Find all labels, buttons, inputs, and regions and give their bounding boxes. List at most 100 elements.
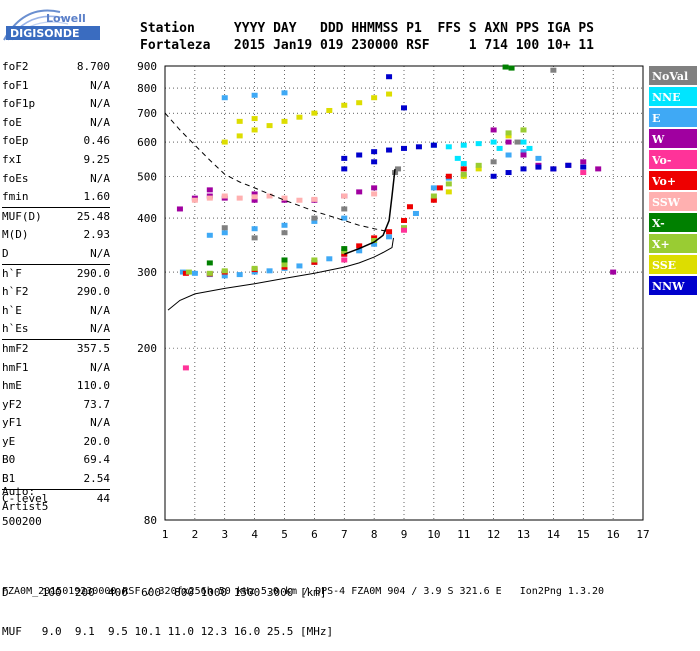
- param-value: 290.0: [76, 285, 110, 299]
- header-labels-cell: FFS: [437, 21, 469, 36]
- data-point: [430, 185, 437, 191]
- data-point: [206, 195, 213, 201]
- data-point: [430, 197, 437, 203]
- param-row: foF1p N/A: [2, 95, 110, 114]
- data-point: [520, 127, 527, 133]
- legend-entry: W: [649, 129, 697, 150]
- x-tick-label: 8: [371, 528, 378, 541]
- data-point: [430, 142, 437, 148]
- lowell-digisonde-logo: Lowell DIGISONDE: [0, 0, 110, 50]
- param-row: foF2 8.700: [2, 58, 110, 77]
- param-value: 73.7: [83, 397, 111, 411]
- param-separator: [2, 488, 110, 490]
- muf-table: D 100 200 400 600 800 1000 1500 3000 [km…: [2, 560, 333, 651]
- data-point: [326, 256, 333, 262]
- data-point: [341, 257, 348, 263]
- legend-entry: E: [649, 108, 697, 129]
- legend-entry: Vo+: [649, 171, 697, 192]
- data-point: [281, 257, 288, 263]
- header-values-cell: RSF: [406, 38, 438, 53]
- data-point: [401, 145, 407, 151]
- header-values-cell: Fortaleza: [140, 38, 234, 53]
- param-row: M(D) 2.93: [2, 226, 110, 245]
- y-tick-label: 500: [137, 170, 157, 183]
- x-tick-label: 13: [517, 528, 530, 541]
- parameter-table: foF2 8.700 foF1 N/A foF1p N/A foE N/A foEp 0.46 fx…: [2, 58, 110, 508]
- param-row: foEp 0.46: [2, 132, 110, 151]
- param-value: 0.46: [83, 134, 111, 148]
- header-labels-cell: YYYY: [233, 21, 274, 36]
- x-tick-label: 4: [251, 528, 258, 541]
- data-point: [580, 170, 587, 176]
- data-point: [356, 100, 363, 106]
- data-point: [281, 195, 288, 201]
- data-point: [236, 272, 243, 278]
- data-point: [502, 64, 509, 70]
- data-point: [311, 218, 318, 224]
- param-value: 2.54: [83, 472, 111, 486]
- data-point: [206, 232, 213, 238]
- header-values-cell: 100: [515, 38, 548, 53]
- logo-line1: Lowell: [46, 12, 86, 25]
- param-row: hmF1 N/A: [2, 359, 110, 378]
- param-row: yE 20.0: [2, 433, 110, 452]
- header-values-cell: [437, 38, 468, 53]
- y-tick-label: 200: [137, 342, 157, 355]
- data-point: [508, 65, 515, 71]
- data-point: [191, 270, 198, 276]
- data-point: [266, 193, 273, 199]
- param-value: 110.0: [76, 379, 110, 393]
- data-point: [520, 139, 527, 145]
- data-point: [251, 127, 258, 133]
- header-values-cell: 230000: [351, 38, 407, 53]
- data-point: [356, 152, 363, 158]
- data-point: [496, 145, 503, 151]
- header-labels: Station YYYY DAY DDD HHMMSS P1 FFS S AXN…: [140, 20, 602, 37]
- param-value: N/A: [90, 360, 110, 374]
- param-row: fmin 1.60: [2, 188, 110, 207]
- x-tick-label: 2: [192, 528, 199, 541]
- data-point: [341, 102, 348, 108]
- data-point: [281, 90, 288, 96]
- param-value: N/A: [90, 322, 110, 336]
- data-point: [520, 149, 527, 155]
- param-value: N/A: [90, 303, 110, 317]
- data-point: [580, 164, 587, 170]
- d-row: D 100 200 400 600 800 1000 1500 3000 [km…: [2, 586, 327, 599]
- data-point: [386, 91, 393, 97]
- data-point: [281, 262, 288, 268]
- y-tick-label: 300: [137, 266, 157, 279]
- header-labels-cell: PS: [578, 21, 602, 36]
- data-point: [460, 166, 467, 172]
- y-tick-label: 800: [137, 82, 157, 95]
- data-point: [251, 116, 258, 122]
- x-tick-label: 3: [221, 528, 228, 541]
- param-name: h`Es: [2, 322, 29, 336]
- legend-entry: SSW: [649, 192, 697, 213]
- data-point: [341, 166, 348, 172]
- x-tick-label: 14: [547, 528, 561, 541]
- data-point: [251, 235, 258, 241]
- data-point: [371, 95, 378, 101]
- data-point: [386, 229, 393, 235]
- auto-line: 500200: [2, 515, 42, 528]
- data-point: [490, 139, 497, 145]
- ionogram-chart: 1 2 3 4 5 6 7 8 9 10 11 12 13 14 15 16 17802003004005006…: [137, 60, 650, 541]
- data-point: [445, 189, 452, 195]
- param-value: N/A: [90, 171, 110, 185]
- data-point: [505, 133, 512, 139]
- param-name: hmF1: [2, 360, 29, 374]
- profile-trace: [167, 237, 394, 311]
- plot-frame: [164, 65, 644, 521]
- param-row: h`F 290.0: [2, 265, 110, 284]
- param-value: N/A: [90, 97, 110, 111]
- param-value: 44: [96, 491, 110, 505]
- data-point: [460, 142, 467, 148]
- param-name: B0: [2, 453, 16, 467]
- data-point: [326, 107, 333, 113]
- data-point: [341, 206, 348, 212]
- param-name: D: [2, 246, 9, 260]
- header-labels-cell: PPS: [515, 21, 548, 36]
- y-tick-label: 600: [137, 136, 157, 149]
- header-values-cell: 10+: [547, 38, 579, 53]
